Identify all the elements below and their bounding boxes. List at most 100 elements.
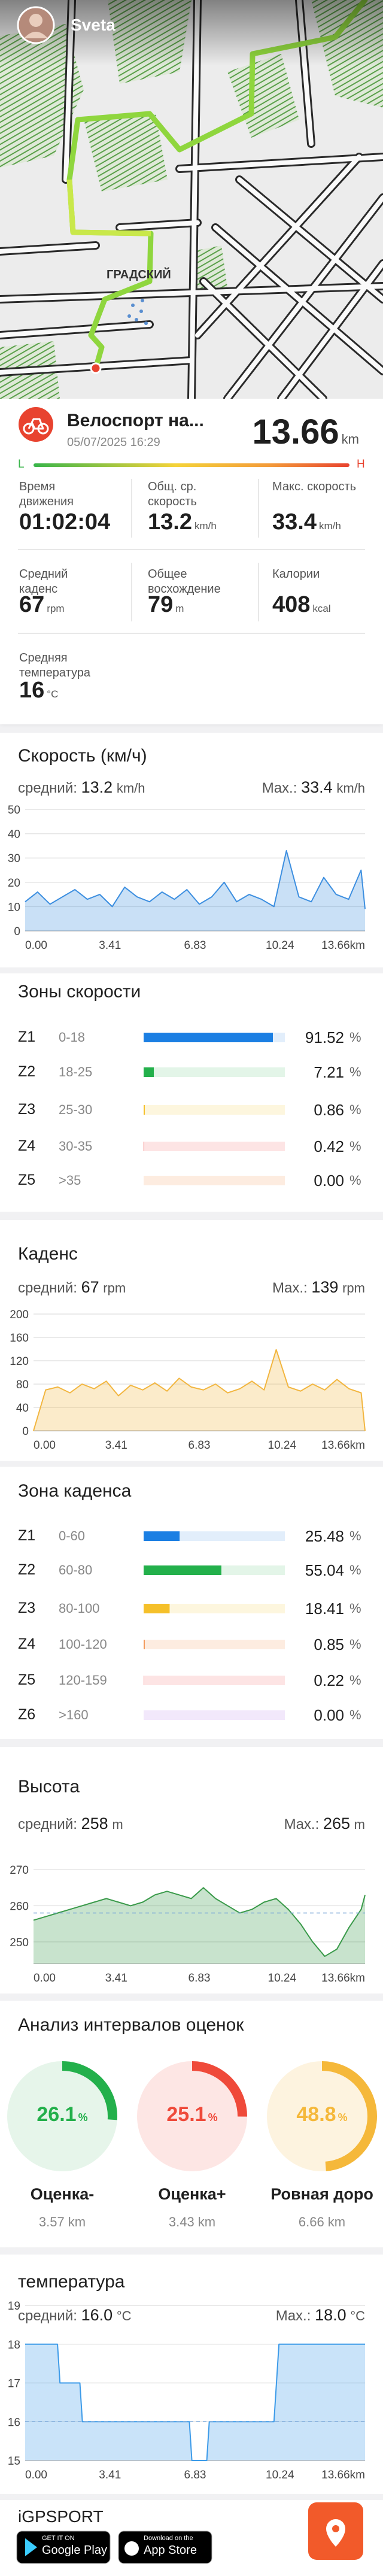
y-tick-label: 160 [10,1332,29,1345]
zone-range: 60-80 [59,1562,93,1577]
x-tick-label: 10.24 [266,939,294,952]
max-label: Max.: [284,1816,320,1832]
percent-sign: % [349,1528,361,1543]
app-store-badge[interactable]: App Store [144,2544,197,2557]
avg-unit: m [112,1817,123,1832]
brand: iGPSPORT [18,2507,104,2526]
y-tick-label: 15 [8,2455,20,2468]
x-tick-label: 6.83 [189,1972,211,1985]
activity-icon [19,407,53,442]
avg-label: средний: [18,2308,77,2324]
percent-sign: % [349,1173,361,1188]
avg-row: средний: 67 rpm [18,1278,126,1297]
donut-distance: 3.57 km [38,2214,86,2229]
donut-value: 25.1 [166,2103,206,2126]
stat-number: 13.2 [148,509,192,535]
stat-value: 79 m [148,592,184,618]
zone-range: 18-25 [59,1064,93,1079]
cadence-card [0,1220,383,1461]
distance-value: 13.66 [252,412,339,451]
max-unit: km/h [336,781,365,796]
zone-bar [144,1105,145,1115]
donut-distance: 6.66 km [298,2214,346,2229]
zone-range: 100-120 [59,1637,107,1652]
zone-name: Z2 [18,1561,36,1578]
x-tick-label: 13.66km [321,2469,365,2481]
y-tick-label: 0 [22,1425,29,1438]
max-value: 265 [323,1815,350,1832]
max-row: Max.: 265 m [284,1815,365,1833]
speed-card [0,733,383,967]
max-unit: m [354,1817,365,1832]
line [33,1887,366,1957]
area [25,2344,365,2460]
line [25,850,366,909]
x-tick-label: 10.24 [268,1439,297,1452]
zone-track [144,1176,285,1185]
summary-card [0,383,383,724]
zone-name: Z5 [18,1172,36,1188]
x-tick-label: 10.24 [266,2469,294,2481]
stat-value: 67 rpm [19,592,65,618]
zone-range: 120-159 [59,1673,107,1688]
section-title: температура [18,2272,125,2292]
stat-unit: °C [47,688,59,700]
max-unit: rpm [342,1281,365,1295]
zone-name: Z2 [18,1063,36,1080]
max-value: 18.0 [315,2306,346,2324]
zone-bar [144,1033,273,1042]
activity-title: Велоспорт на... [67,411,204,430]
zone-range: >35 [59,1173,81,1188]
y-tick-label: 30 [8,852,20,865]
x-tick-label: 0.00 [34,1439,56,1452]
x-tick-label: 10.24 [268,1972,297,1985]
stat-value: 01:02:04 [19,509,110,535]
zone-range: >160 [59,1707,89,1722]
zone-name: Z1 [18,1028,36,1045]
distance-unit: km [341,432,359,447]
donut-arc [7,2061,117,2171]
percent-sign: % [349,1637,361,1652]
stat-value: 16 °C [19,678,58,703]
stat-label: Средняя температура [19,651,90,679]
avg-row: средний: 258 m [18,1815,123,1833]
zone-name: Z4 [18,1636,36,1652]
zone-range: 0-60 [59,1528,86,1543]
donut-center: 48.8% [268,2103,376,2126]
map [0,0,383,399]
stat-number: 01:02:04 [19,509,111,535]
line [33,1349,366,1431]
x-tick-label: 6.83 [184,2469,206,2481]
x-tick-label: 6.83 [184,939,206,952]
zone-track [144,1604,285,1613]
y-tick-label: 17 [8,2378,20,2390]
y-tick-label: 260 [10,1900,29,1913]
stat-unit: km/h [318,520,341,532]
google-play-badge[interactable]: Google Play [42,2544,107,2557]
avg-row: средний: 13.2 km/h [18,778,145,797]
y-tick-label: 200 [10,1309,29,1321]
percent-sign: % [349,1562,361,1577]
zone-percent: 7.21 [314,1063,344,1081]
y-tick-label: 16 [8,2416,20,2429]
zone-track [144,1640,285,1649]
zone-track [144,1142,285,1151]
avg-unit: rpm [103,1281,126,1295]
line [25,2343,365,2461]
donut-label: Оценка+ [158,2185,226,2203]
max-label: Max.: [272,1280,308,1296]
section-title: Анализ интервалов оценок [18,2015,244,2035]
y-tick-label: 250 [10,1937,29,1949]
percent-sign: % [78,2111,88,2123]
max-value: 33.4 [301,778,333,796]
zone-name: Z3 [18,1600,36,1616]
avg-value: 67 [81,1278,99,1296]
stat-number: 33.4 [272,509,317,535]
zone-range: 25-30 [59,1102,93,1117]
zone-bar [144,1604,170,1613]
zone-bar [144,1565,221,1575]
avg-unit: °C [116,2308,132,2323]
zone-percent: 0.85 [314,1636,344,1653]
